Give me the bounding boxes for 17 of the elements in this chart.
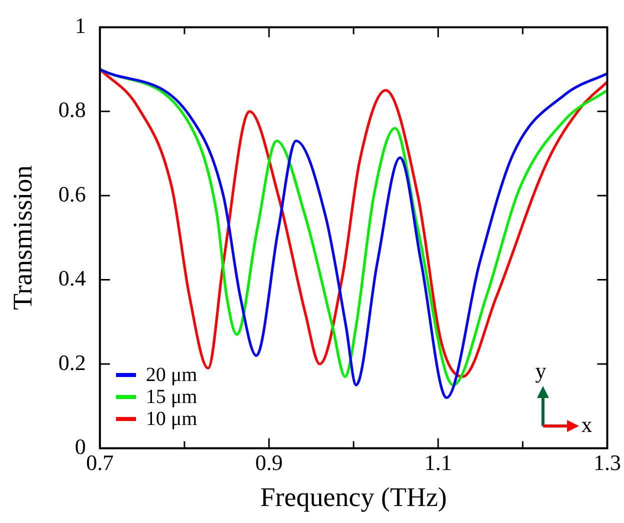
legend-label: 20 μm — [146, 364, 198, 386]
y-tick-label: 0.4 — [58, 266, 86, 291]
x-tick-label: 1.1 — [424, 450, 452, 476]
y-tick-label: 0 — [74, 434, 86, 459]
y-tick-label: 1 — [74, 12, 86, 38]
annotation: x — [581, 412, 592, 438]
legend-label: 15 μm — [146, 386, 198, 408]
x-axis-title: Frequency (THz) — [260, 482, 447, 512]
annotation: y — [535, 358, 546, 384]
y-tick-label: 0.2 — [58, 350, 86, 375]
x-tick-label: 0.7 — [86, 450, 114, 476]
y-tick-label: 0.8 — [58, 97, 86, 122]
y-axis-title: Transmission — [7, 164, 38, 310]
x-tick-label: 0.9 — [255, 450, 283, 476]
y-tick-label: 0.6 — [58, 181, 86, 206]
legend-label: 10 μm — [146, 408, 198, 430]
x-tick-label: 1.3 — [594, 450, 621, 476]
